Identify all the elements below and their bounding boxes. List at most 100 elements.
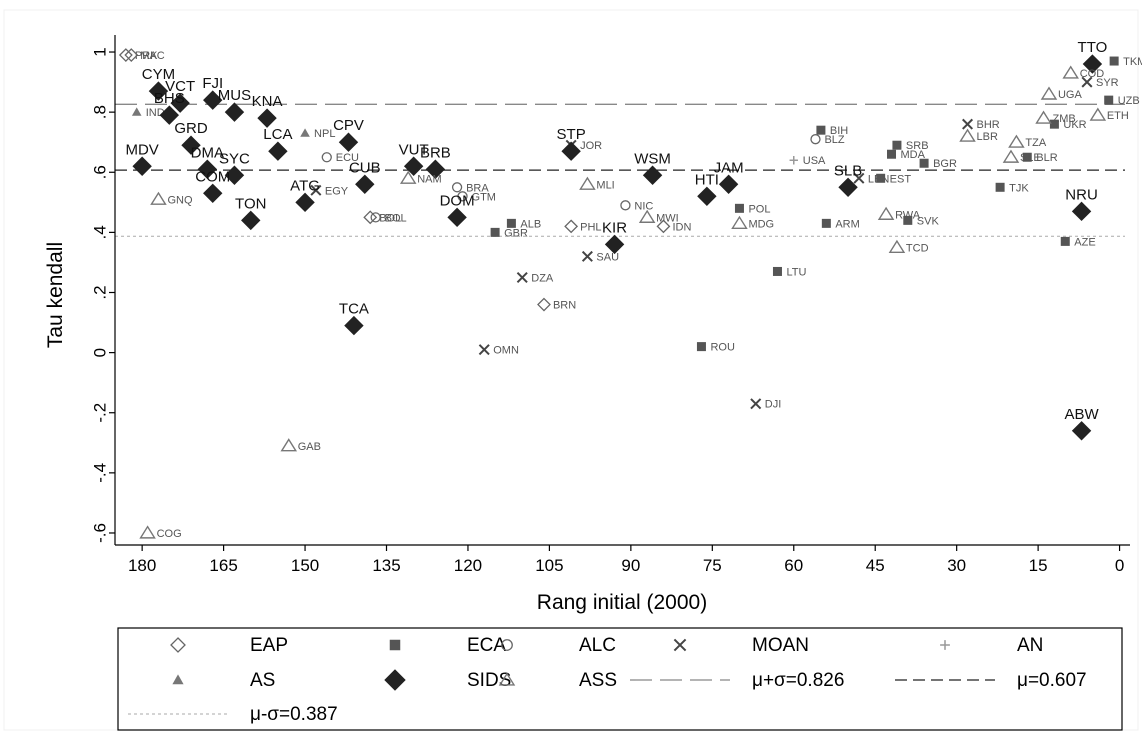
y-tick-label: .6 [90, 165, 109, 179]
point-label: TTO [1078, 39, 1108, 56]
y-tick-label: -.2 [90, 403, 109, 423]
data-point [490, 227, 500, 237]
point-label: MUS [218, 87, 251, 104]
data-point [425, 159, 446, 179]
reference-lines [115, 103, 1125, 237]
legend-label: AN [1017, 635, 1043, 656]
point-label: BRN [553, 300, 576, 312]
data-point [370, 212, 381, 223]
point-label: SVK [917, 215, 940, 227]
point-label: COD [1080, 68, 1105, 80]
data-point [131, 107, 142, 116]
point-label: PHL [580, 221, 601, 233]
data-point [697, 186, 717, 207]
point-label: TCA [339, 301, 369, 318]
data-point [451, 182, 463, 193]
point-label: NPL [314, 128, 335, 140]
data-point [170, 93, 190, 113]
data-point [310, 184, 322, 196]
data-point [224, 165, 245, 185]
point-label: DZA [531, 272, 554, 284]
point-label: BRA [466, 182, 489, 194]
data-point [1040, 86, 1058, 100]
point-label: GRD [174, 120, 208, 137]
legend-marker [501, 639, 513, 651]
point-label: JOR [580, 140, 602, 152]
legend-label: SIDS [467, 670, 511, 691]
point-label: ARM [835, 218, 859, 230]
series-ass: GNQ COG GAB NAM MDG RWA TCD SLE UGA COD ZMB TZA ETH L… [139, 65, 1129, 540]
data-point [1071, 421, 1092, 441]
point-label: MWI [656, 212, 679, 224]
legend-label: ECA [467, 635, 506, 656]
data-point [604, 234, 625, 255]
x-tick-label: 105 [535, 556, 563, 575]
x-tick-label: 0 [1115, 556, 1124, 575]
point-label: UZB [1118, 95, 1140, 107]
point-label: JAM [714, 159, 744, 176]
point-label: FJI [202, 75, 223, 92]
point-label: UKR [1063, 119, 1086, 131]
point-label: IND [146, 107, 165, 119]
point-label: SYC [219, 150, 250, 167]
point-label: SLE [1020, 152, 1041, 164]
point-label: BHS [154, 90, 185, 107]
legend-item-as: AS [172, 670, 275, 691]
point-label: TKM [1123, 56, 1142, 68]
point-label: BLZ [824, 134, 844, 146]
legend-marker [170, 637, 186, 653]
data-point [203, 90, 223, 110]
legend-label: EAP [250, 635, 288, 656]
data-point [638, 209, 656, 223]
data-point [338, 132, 359, 152]
data-point [1104, 95, 1114, 105]
y-tick-label: -.6 [90, 523, 109, 543]
series-as: IND NPL [131, 107, 335, 140]
data-point [1035, 110, 1052, 124]
legend-label: MOAN [752, 635, 809, 656]
legend-marker [940, 640, 950, 650]
point-label: POL [748, 203, 770, 215]
point-label: LCA [263, 126, 292, 143]
data-point [731, 215, 748, 229]
data-point [447, 207, 467, 228]
data-point [300, 128, 310, 137]
data-point [892, 140, 902, 150]
data-point [696, 342, 706, 352]
point-label: CYM [142, 66, 175, 83]
point-label: LTU [786, 266, 806, 278]
data-point [821, 218, 831, 228]
data-point [620, 200, 631, 211]
point-label: MLI [596, 179, 614, 191]
data-point [1081, 76, 1093, 88]
data-point [903, 215, 913, 225]
data-point [159, 105, 180, 125]
point-label: SAU [596, 251, 619, 263]
point-label: KNA [252, 93, 283, 110]
data-point [224, 102, 245, 122]
data-point [1071, 201, 1092, 222]
data-point [537, 297, 551, 312]
data-point [124, 48, 139, 62]
point-label: IDN [672, 221, 691, 233]
data-point [181, 135, 201, 155]
point-label: HTI [695, 171, 719, 188]
data-point [1049, 119, 1059, 129]
data-point [887, 149, 897, 159]
data-point [919, 158, 929, 168]
y-tick-label: .2 [90, 285, 109, 299]
point-label: CUB [349, 159, 381, 176]
point-label: MDG [748, 218, 774, 230]
y-tick-label: 1 [90, 47, 109, 56]
point-label: BOL [385, 212, 407, 224]
data-point [457, 191, 468, 202]
data-point [478, 344, 490, 356]
data-point [344, 315, 364, 336]
point-label: WSM [634, 150, 671, 167]
legend-marker [172, 674, 184, 685]
legend-label: μ-σ=0.387 [250, 704, 338, 725]
legend-label: ALC [579, 635, 616, 656]
point-label: BHR [977, 119, 1000, 131]
